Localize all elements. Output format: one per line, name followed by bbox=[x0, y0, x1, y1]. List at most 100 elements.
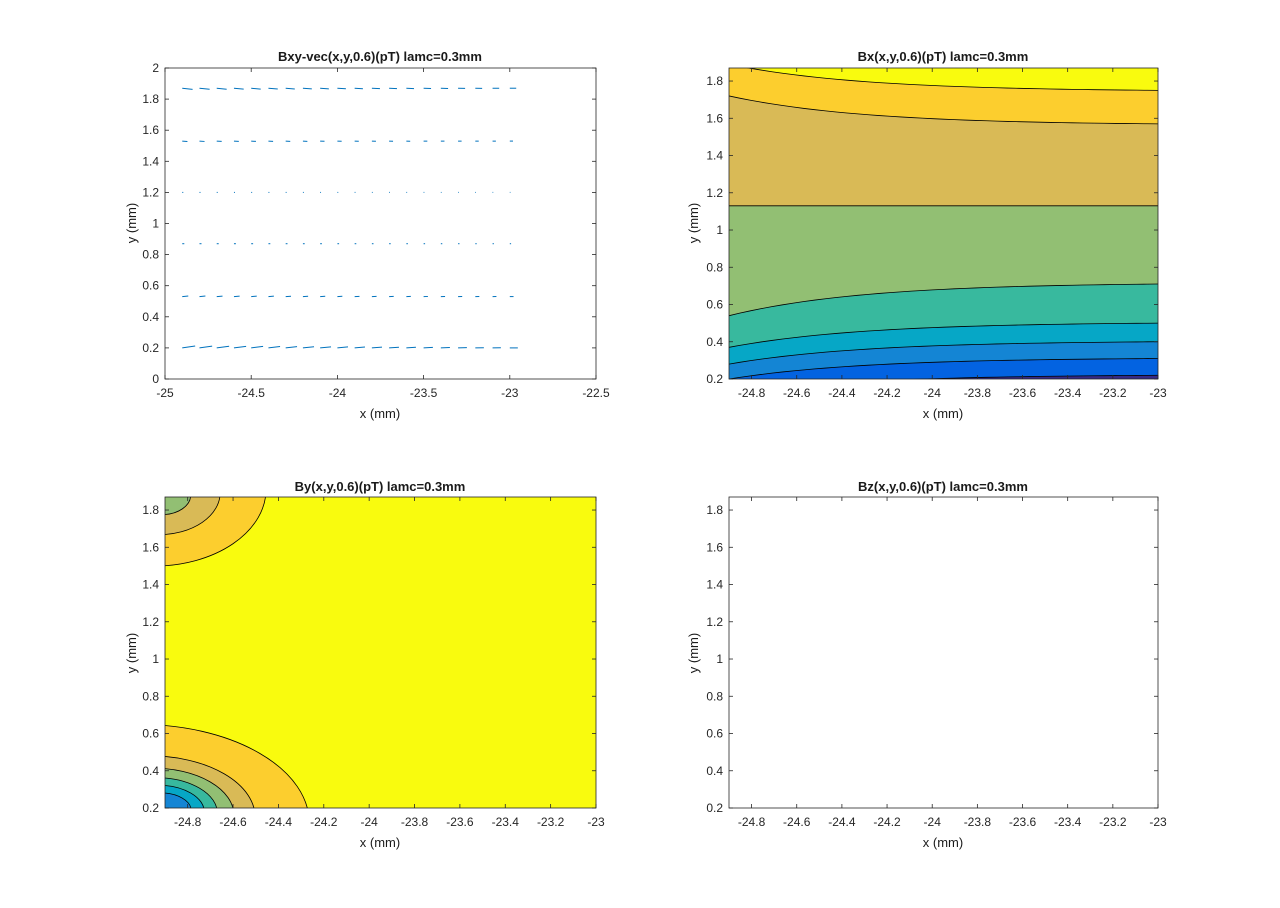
x-tick-label: -24.6 bbox=[219, 815, 247, 829]
y-tick-label: 0 bbox=[152, 372, 159, 386]
y-tick-label: 1 bbox=[152, 217, 159, 231]
y-tick-label: 0.6 bbox=[706, 298, 723, 312]
x-tick-label: -25 bbox=[156, 386, 174, 400]
y-axis-label: y (mm) bbox=[686, 203, 701, 243]
contour-line bbox=[746, 68, 1158, 91]
y-tick-label: 1.2 bbox=[706, 186, 723, 200]
y-tick-labels: 0.2 0.4 0.6 0.8 1 1.2 1.4 1.6 1.8 bbox=[706, 74, 723, 386]
x-tick-label: -24.8 bbox=[174, 815, 202, 829]
axes-box bbox=[164, 496, 597, 809]
y-tick-label: 1.8 bbox=[706, 74, 723, 88]
x-tick-labels: -24.8 -24.6 -24.4 -24.2 -24 -23.8 -23.6 -23.4 -2… bbox=[738, 815, 1167, 829]
quiver-arrow bbox=[233, 87, 244, 90]
quiver-arrow bbox=[233, 345, 247, 349]
y-tick-label: 0.8 bbox=[706, 689, 723, 703]
y-tick-label: 1 bbox=[716, 652, 723, 666]
y-axis-label: y (mm) bbox=[124, 203, 139, 243]
quiver-arrow bbox=[320, 87, 329, 90]
panel-title: Bxy-vec(x,y,0.6)(pT) lamc=0.3mm bbox=[278, 49, 482, 64]
y-tick-label: 0.6 bbox=[142, 727, 159, 741]
quiver-arrow bbox=[302, 87, 312, 90]
x-tick-label: -24.5 bbox=[238, 386, 266, 400]
plot-area bbox=[164, 67, 597, 380]
quiver-arrow bbox=[251, 87, 261, 90]
panel-bxy-vector: Bxy-vec(x,y,0.6)(pT) lamc=0.3mm -25 -24.5… bbox=[124, 49, 610, 421]
contour-line bbox=[913, 374, 1158, 379]
quiver-arrow bbox=[182, 295, 189, 298]
x-tick-label: -24.2 bbox=[873, 815, 901, 829]
quiver-arrow bbox=[216, 345, 230, 349]
x-tick-label: -23.2 bbox=[1099, 386, 1127, 400]
x-tick-label: -24.2 bbox=[873, 386, 901, 400]
plot-content bbox=[182, 87, 518, 349]
x-tick-label: -24 bbox=[360, 815, 378, 829]
x-tick-label: -24 bbox=[924, 815, 942, 829]
panel-title: Bx(x,y,0.6)(pT) lamc=0.3mm bbox=[858, 49, 1029, 64]
quiver-arrow bbox=[371, 346, 383, 349]
x-tick-label: -24.2 bbox=[310, 815, 338, 829]
x-tick-labels: -24.8 -24.6 -24.4 -24.2 -24 -23.8 -23.6 -23.4 -2… bbox=[174, 815, 605, 829]
y-tick-label: 0.8 bbox=[142, 689, 159, 703]
quiver-arrow bbox=[337, 87, 346, 90]
quiver-arrow bbox=[199, 295, 206, 298]
x-tick-label: -24.4 bbox=[828, 386, 856, 400]
quiver-arrow bbox=[251, 345, 264, 349]
y-tick-label: 1 bbox=[152, 652, 159, 666]
y-tick-label: 1.2 bbox=[142, 615, 159, 629]
contour-band bbox=[729, 95, 1158, 206]
contour-band bbox=[729, 205, 1158, 316]
y-tick-label: 1.4 bbox=[706, 578, 723, 592]
panel-bx-contour: Bx(x,y,0.6)(pT) lamc=0.3mm -24.8 -24.6 -24… bbox=[686, 49, 1167, 421]
x-tick-label: -23.6 bbox=[1009, 386, 1037, 400]
contour-line bbox=[729, 283, 1158, 317]
x-tick-label: -23.2 bbox=[537, 815, 565, 829]
y-tick-label: 0.2 bbox=[142, 801, 159, 815]
quiver-arrow bbox=[216, 295, 223, 298]
y-tick-label: 1.8 bbox=[706, 503, 723, 517]
quiver-arrow bbox=[285, 346, 298, 349]
contour-band bbox=[924, 375, 1158, 379]
x-tick-label: -23.8 bbox=[964, 386, 992, 400]
x-tick-label: -23 bbox=[1149, 815, 1167, 829]
x-tick-labels: -24.8 -24.6 -24.4 -24.2 -24 -23.8 -23.6 -23.4 -2… bbox=[738, 386, 1167, 400]
y-tick-label: 1.4 bbox=[142, 154, 159, 168]
panel-by-contour: By(x,y,0.6)(pT) lamc=0.3mm -24.8 -24.6 -24… bbox=[124, 479, 605, 850]
plot-content bbox=[165, 497, 596, 808]
quiver-arrow bbox=[268, 87, 278, 90]
y-axis-label: y (mm) bbox=[686, 633, 701, 673]
quiver-arrow bbox=[354, 346, 366, 349]
y-tick-labels: 0.2 0.4 0.6 0.8 1 1.2 1.4 1.6 1.8 bbox=[142, 503, 159, 815]
y-tick-label: 1.2 bbox=[706, 615, 723, 629]
y-tick-label: 0.8 bbox=[706, 260, 723, 274]
y-tick-label: 0.4 bbox=[706, 335, 723, 349]
x-tick-label: -24.8 bbox=[738, 386, 766, 400]
x-tick-label: -24.6 bbox=[783, 386, 811, 400]
x-tick-label: -23.6 bbox=[1009, 815, 1037, 829]
x-tick-label: -23.5 bbox=[410, 386, 438, 400]
y-tick-label: 0.4 bbox=[706, 764, 723, 778]
y-tick-label: 0.6 bbox=[142, 279, 159, 293]
y-tick-label: 0.6 bbox=[706, 727, 723, 741]
x-tick-label: -22.5 bbox=[582, 386, 610, 400]
x-tick-label: -23.4 bbox=[492, 815, 520, 829]
y-tick-label: 1.6 bbox=[142, 540, 159, 554]
quiver-arrow bbox=[199, 345, 213, 349]
quiver-arrow bbox=[406, 346, 416, 349]
x-tick-label: -23.8 bbox=[964, 815, 992, 829]
y-tick-label: 1.4 bbox=[142, 578, 159, 592]
plot-content bbox=[729, 68, 1158, 379]
y-tick-label: 1 bbox=[716, 223, 723, 237]
quiver-arrow bbox=[337, 346, 349, 349]
quiver-arrow bbox=[182, 345, 196, 349]
x-tick-label: -23 bbox=[1149, 386, 1167, 400]
y-tick-label: 2 bbox=[152, 61, 159, 75]
y-tick-label: 1.4 bbox=[706, 149, 723, 163]
contour-level bbox=[165, 792, 192, 808]
contour-band bbox=[729, 358, 1158, 379]
axes-background bbox=[165, 68, 596, 379]
y-tick-label: 0.4 bbox=[142, 764, 159, 778]
axes-box bbox=[728, 67, 1159, 380]
contour-line bbox=[729, 322, 1158, 348]
contour-band bbox=[729, 341, 1158, 379]
